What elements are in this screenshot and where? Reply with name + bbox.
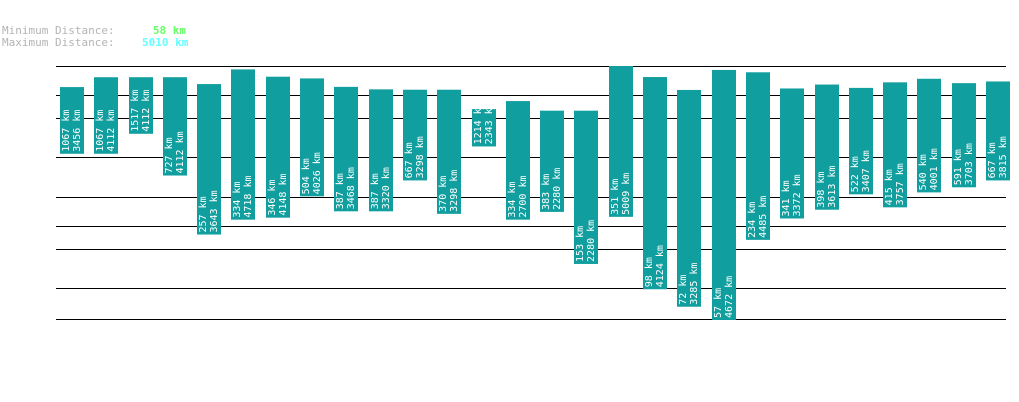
bar-label-min: 1214 km (473, 102, 484, 144)
distance-summary: Minimum Distance: 58 km Maximum Distance… (2, 25, 189, 49)
range-bar (300, 78, 324, 197)
min-distance-value: 58 km (152, 24, 186, 37)
bar-label-min: 667 km (987, 142, 998, 178)
bar-label-max: 4148 km (278, 174, 289, 216)
bar-label-min: 1517 km (130, 90, 141, 132)
range-bar (369, 89, 393, 212)
range-bar (231, 69, 255, 220)
bar-label-min: 387 km (370, 173, 381, 209)
bar-label-min: 334 km (507, 182, 518, 218)
bar-label-max: 4485 km (758, 196, 769, 238)
bar-label-max: 4112 km (175, 131, 186, 173)
bar-label-min: 727 km (164, 137, 175, 173)
range-bar (334, 86, 358, 212)
range-bar (540, 110, 564, 212)
bar-label-min: 1067 km (61, 110, 72, 152)
max-distance-label: Maximum Distance: (2, 36, 115, 49)
min-distance-row: Minimum Distance: 58 km (2, 25, 186, 37)
range-bar (609, 66, 633, 217)
min-distance-label: Minimum Distance: (2, 24, 115, 37)
range-bar (849, 87, 873, 195)
bar-label-max: 3320 km (381, 167, 392, 209)
max-distance-value: 5010 km (142, 36, 189, 49)
range-bar (437, 89, 461, 214)
bar-label-min: 504 km (301, 158, 312, 194)
range-bar (574, 110, 598, 264)
bar-label-min: 57 km (713, 288, 724, 318)
range-bar (952, 83, 976, 188)
range-bar (917, 78, 941, 193)
bar-label-max: 4112 km (141, 90, 152, 132)
bar-label-min: 383 km (541, 174, 552, 210)
range-bar (403, 89, 427, 181)
bar-label-min: 257 km (198, 196, 209, 232)
bar-label-max: 3468 km (346, 167, 357, 209)
bar-label-max: 4672 km (724, 276, 735, 318)
bar-label-max: 4718 km (243, 176, 254, 218)
range-bar (815, 84, 839, 210)
bar-label-max: 3643 km (209, 190, 220, 232)
bar-label-max: 3456 km (72, 110, 83, 152)
range-bar (94, 77, 118, 154)
bar-label-min: 334 km (232, 182, 243, 218)
range-bar (677, 89, 701, 307)
bar-label-min: 522 km (850, 156, 861, 192)
range-bar (986, 81, 1010, 181)
range-bar (266, 76, 290, 218)
bar-label-max: 3815 km (998, 136, 1009, 178)
bar-label-max: 3372 km (792, 174, 803, 216)
bar-label-max: 3298 km (449, 170, 460, 212)
range-bar (883, 82, 907, 208)
bar-label-min: 341 km (781, 180, 792, 216)
range-bar (780, 88, 804, 219)
bar-label-min: 346 km (267, 180, 278, 216)
bar-label-min: 415 km (884, 169, 895, 205)
bar-label-max: 3407 km (861, 150, 872, 192)
bar-label-min: 370 km (438, 176, 449, 212)
bar-label-min: 72 km (678, 275, 689, 305)
range-bar (712, 69, 736, 320)
bar-label-max: 2280 km (586, 220, 597, 262)
bar-label-max: 2343 km (484, 102, 495, 144)
range-bar (197, 84, 221, 235)
bar-label-max: 3613 km (827, 166, 838, 208)
bar-label-min: 667 km (404, 142, 415, 178)
bar-label-min: 153 km (575, 226, 586, 262)
bar-label-max: 3285 km (689, 263, 700, 305)
bar-label-max: 4001 km (929, 148, 940, 190)
range-bar (129, 77, 153, 134)
range-bar (163, 77, 187, 176)
bar-label-min: 98 km (644, 257, 655, 287)
bar-label-min: 591 km (953, 149, 964, 185)
bar-label-max: 2700 km (518, 176, 529, 218)
max-distance-row: Maximum Distance: 5010 km (2, 36, 189, 49)
bar-label-max: 5009 km (621, 173, 632, 215)
bar-label-min: 234 km (747, 202, 758, 238)
range-bar (643, 77, 667, 290)
range-bar (746, 72, 770, 240)
bar-label-max: 3757 km (895, 163, 906, 205)
bar-label-max: 4112 km (106, 110, 117, 152)
bar-label-max: 4026 km (312, 152, 323, 194)
bar-label-max: 3298 km (415, 136, 426, 178)
range-bar (506, 101, 530, 220)
range-bar (472, 109, 496, 147)
bar-label-min: 540 km (918, 154, 929, 190)
range-bar (60, 87, 84, 154)
bar-label-min: 351 km (610, 179, 621, 215)
bar-label-min: 398 km (816, 172, 827, 208)
bar-label-min: 387 km (335, 173, 346, 209)
bar-label-max: 3703 km (964, 143, 975, 185)
bar-label-max: 4124 km (655, 245, 666, 287)
bar-label-min: 1067 km (95, 110, 106, 152)
bar-label-max: 2280 km (552, 168, 563, 210)
